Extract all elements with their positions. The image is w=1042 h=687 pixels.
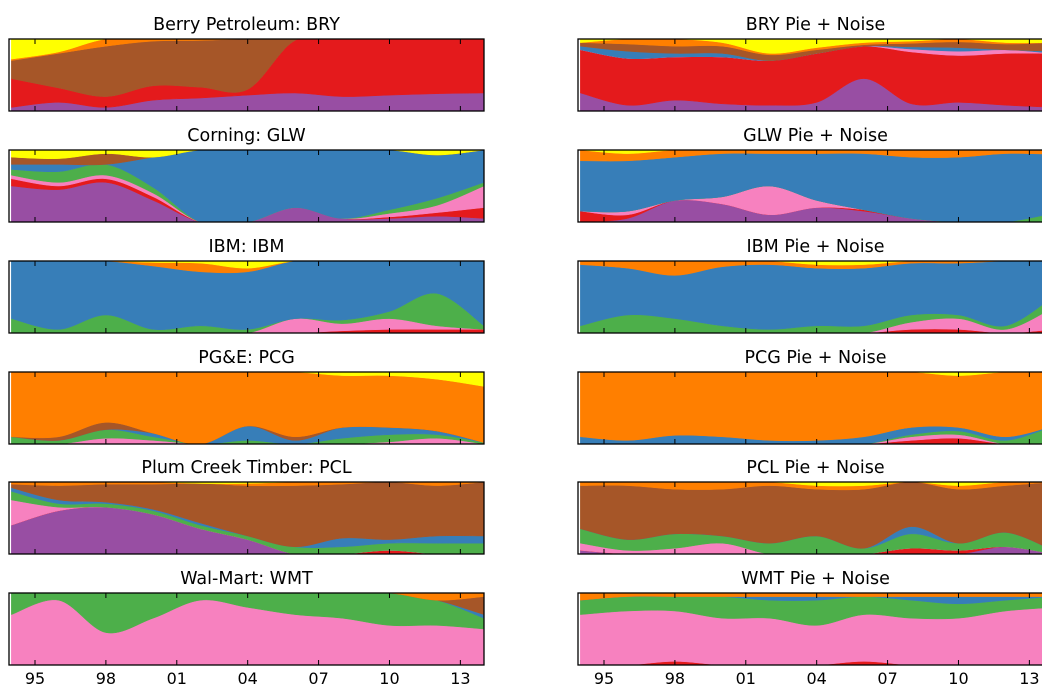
area-pink <box>11 318 484 333</box>
area-green <box>11 593 484 634</box>
panel-ibm-pie-noise: IBM Pie + Noise <box>577 237 1042 334</box>
x-tick-label: 07 <box>308 669 328 687</box>
stack-areas <box>580 261 1042 333</box>
area-orange <box>11 39 484 61</box>
x-tick-label: 07 <box>877 669 897 687</box>
area-yellow <box>11 372 484 387</box>
area-orange <box>11 593 484 601</box>
panel-title: Plum Creek Timber: PCL <box>141 458 351 478</box>
x-tick-label: 13 <box>450 669 470 687</box>
area-green <box>580 429 1042 444</box>
stack-areas <box>580 372 1042 444</box>
panel-berry-petroleum-bry: Berry Petroleum: BRY <box>8 15 485 112</box>
x-tick-label: 98 <box>96 669 116 687</box>
panel-title: BRY Pie + Noise <box>746 15 885 35</box>
panel-glw-pie-noise: GLW Pie + Noise <box>577 126 1042 223</box>
area-orange <box>580 372 1042 442</box>
plot-frame <box>8 149 485 223</box>
stack-areas <box>11 150 484 222</box>
panel-plum-creek-timber-pcl: Plum Creek Timber: PCL <box>8 458 485 555</box>
area-orange <box>580 593 1042 601</box>
area-yellow <box>580 261 1042 266</box>
plot-frame <box>577 371 1042 445</box>
stack-areas <box>580 482 1042 554</box>
plot-frame <box>8 592 485 666</box>
area-orange <box>11 372 484 444</box>
plot-frame <box>577 481 1042 555</box>
area-pink <box>580 313 1042 333</box>
x-tick-label: 10 <box>948 669 968 687</box>
panel-wmt-pie-noise: 95 98 01 04 07 10 13 WMT Pie + Noise <box>577 569 1042 687</box>
plot-frame <box>577 38 1042 112</box>
area-yellow <box>11 39 484 60</box>
panel-pg-e-pcg: PG&E: PCG <box>8 348 485 445</box>
panel-bry-pie-noise: BRY Pie + Noise <box>577 15 1042 112</box>
stack-areas <box>11 593 484 665</box>
stack-areas <box>11 372 484 444</box>
plot-frame <box>577 149 1042 223</box>
stack-areas <box>11 39 484 111</box>
plot-frame <box>8 481 485 555</box>
plot-frame <box>577 260 1042 334</box>
panel-title: WMT Pie + Noise <box>741 569 890 589</box>
plot-frame <box>8 260 485 334</box>
plot-frame <box>577 592 1042 666</box>
panel-ibm-ibm: IBM: IBM <box>8 237 485 334</box>
panel-title: Wal-Mart: WMT <box>180 569 313 589</box>
panel-title: IBM: IBM <box>209 237 285 257</box>
x-tick-label: 01 <box>736 669 756 687</box>
x-tick-label: 95 <box>25 669 45 687</box>
stack-areas <box>580 593 1042 665</box>
panel-title: PG&E: PCG <box>198 348 295 368</box>
panel-pcg-pie-noise: PCG Pie + Noise <box>577 348 1042 445</box>
x-tick-label: 13 <box>1019 669 1039 687</box>
panel-title: PCL Pie + Noise <box>746 458 884 478</box>
panel-title: Berry Petroleum: BRY <box>153 15 340 35</box>
plot-frame <box>8 371 485 445</box>
panel-title: GLW Pie + Noise <box>743 126 888 146</box>
area-yellow <box>580 39 1042 54</box>
stack-areas <box>580 39 1042 111</box>
panel-title: Corning: GLW <box>187 126 305 146</box>
panel-pcl-pie-noise: PCL Pie + Noise <box>577 458 1042 555</box>
panel-title: IBM Pie + Noise <box>747 237 885 257</box>
area-red <box>580 328 1042 333</box>
area-red <box>580 437 1042 444</box>
x-tick-label: 04 <box>807 669 827 687</box>
x-tick-label: 04 <box>238 669 258 687</box>
panel-title: PCG Pie + Noise <box>744 348 886 368</box>
area-orange <box>580 261 1042 276</box>
area-yellow <box>580 372 1042 376</box>
area-yellow <box>580 482 1042 487</box>
x-tick-label: 95 <box>594 669 614 687</box>
x-tick-label: 98 <box>665 669 685 687</box>
area-red <box>580 661 1042 665</box>
stack-areas <box>580 150 1042 222</box>
stack-areas <box>11 261 484 333</box>
stack-areas <box>11 482 484 554</box>
x-tick-label: 01 <box>167 669 187 687</box>
panel-corning-glw: Corning: GLW <box>8 126 485 223</box>
x-tick-label: 10 <box>379 669 399 687</box>
plot-frame <box>8 38 485 112</box>
panel-wal-mart-wmt: 95 98 01 04 07 10 13 Wal-Mart: WMT <box>8 569 485 687</box>
area-orange <box>580 482 1042 491</box>
area-orange <box>580 150 1042 162</box>
